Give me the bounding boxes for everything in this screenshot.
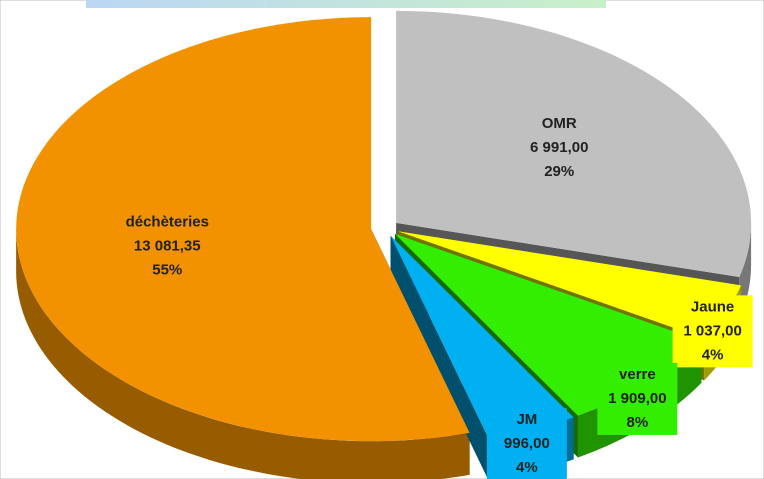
data-label: 8%	[627, 414, 649, 431]
label-box	[597, 362, 678, 435]
labels: OMR 6 991,00 29% Jaune 1 037,00 4% verre 1 909,…	[126, 115, 753, 479]
data-label: 1 909,00	[608, 390, 666, 407]
pie-slice	[390, 235, 574, 440]
outer-wall	[739, 222, 752, 320]
data-label: déchèteries	[126, 213, 209, 230]
data-label: 29%	[544, 163, 574, 180]
data-label: verre	[619, 366, 656, 383]
radial-wall	[390, 235, 490, 479]
pie-slice	[397, 231, 742, 339]
data-label: JM	[516, 411, 537, 428]
data-label: 4%	[702, 346, 724, 363]
data-label: 6 991,00	[530, 139, 588, 156]
data-label: 1 037,00	[683, 322, 741, 339]
pie-tops	[16, 10, 752, 442]
data-label: 13 081,35	[134, 237, 201, 254]
label-box	[672, 295, 753, 368]
pie-slice	[396, 10, 752, 278]
data-label: Jaune	[691, 298, 734, 315]
pie-slice	[16, 17, 470, 442]
data-label: 55%	[152, 261, 182, 278]
banner	[86, 0, 606, 8]
data-label: 4%	[516, 459, 538, 476]
outer-wall	[16, 229, 470, 479]
data-label: OMR	[542, 115, 577, 132]
label-box	[486, 408, 567, 479]
data-label: 996,00	[504, 435, 550, 452]
